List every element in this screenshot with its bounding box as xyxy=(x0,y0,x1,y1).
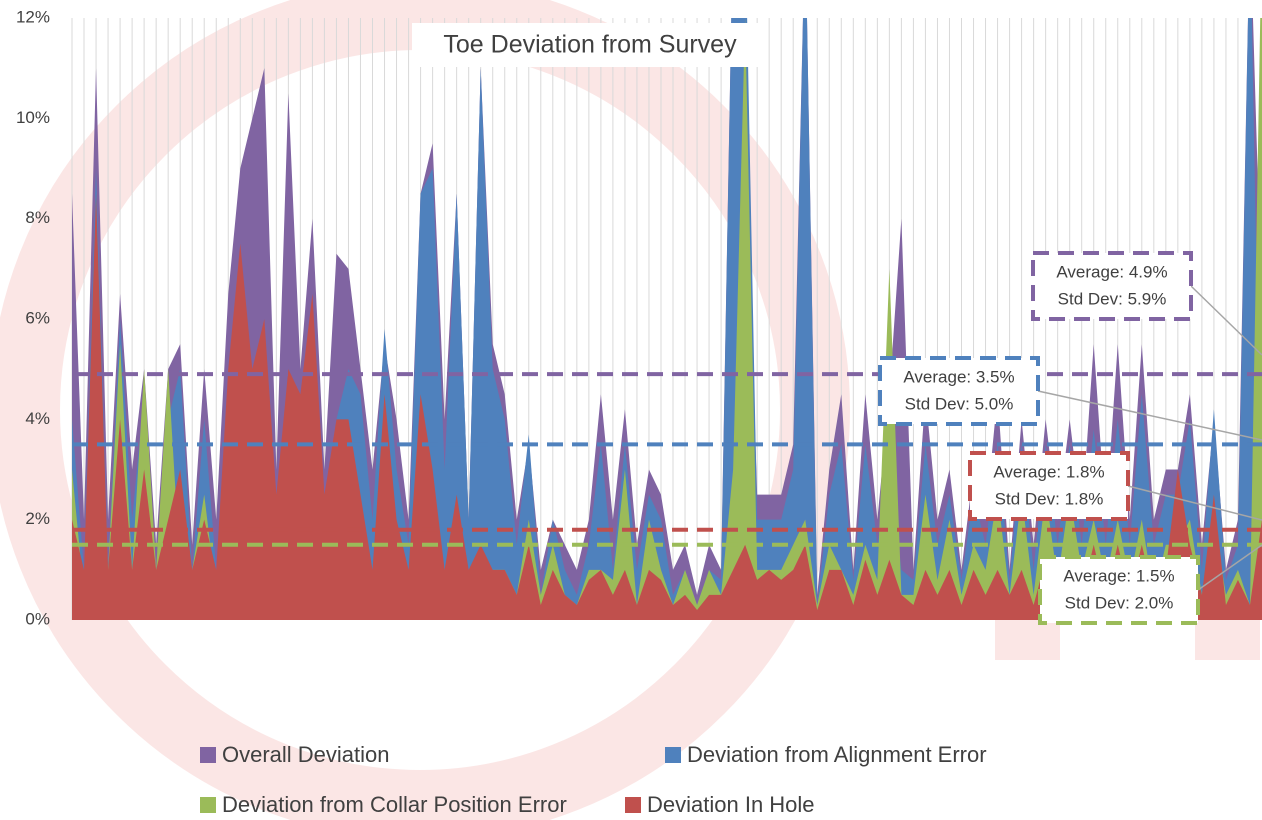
annotation-box xyxy=(1031,251,1193,321)
legend-swatch xyxy=(665,747,681,763)
y-tick-label: 6% xyxy=(25,308,50,327)
annotation-text: Std Dev: 5.9% xyxy=(1058,289,1167,308)
annotation-box xyxy=(1038,555,1200,625)
y-tick-label: 2% xyxy=(25,509,50,528)
y-tick-label: 4% xyxy=(25,409,50,428)
annotation-text: Std Dev: 2.0% xyxy=(1065,593,1174,612)
annotations: Average: 4.9% Std Dev: 5.9% Average: 3.5% S… xyxy=(878,251,1262,625)
leader-line xyxy=(1190,285,1262,356)
legend: Overall Deviation Deviation from Alignmen… xyxy=(200,742,987,817)
y-tick-label: 8% xyxy=(25,208,50,227)
annotation-text: Average: 4.9% xyxy=(1056,262,1167,281)
annotation-box xyxy=(878,356,1040,426)
y-tick-label: 10% xyxy=(16,108,50,127)
leader-line xyxy=(1197,544,1262,591)
legend-label: Deviation from Collar Position Error xyxy=(222,792,567,817)
legend-label: Deviation from Alignment Error xyxy=(687,742,987,767)
legend-swatch xyxy=(200,747,216,763)
legend-swatch xyxy=(200,797,216,813)
chart-title: Toe Deviation from Survey xyxy=(443,31,737,59)
annotation-text: Std Dev: 5.0% xyxy=(905,394,1014,413)
annotation-text: Std Dev: 1.8% xyxy=(995,489,1104,508)
legend-swatch xyxy=(625,797,641,813)
annotation-text: Average: 1.5% xyxy=(1063,566,1174,585)
annotation-text: Average: 1.8% xyxy=(993,462,1104,481)
y-tick-label: 0% xyxy=(25,609,50,628)
annotation-box xyxy=(968,451,1130,521)
leader-line xyxy=(1037,390,1262,441)
legend-label: Overall Deviation xyxy=(222,742,390,767)
legend-label: Deviation In Hole xyxy=(647,792,815,817)
y-tick-label: 12% xyxy=(16,7,50,26)
title-box xyxy=(412,23,768,67)
annotation-text: Average: 3.5% xyxy=(903,367,1014,386)
y-axis: 0% 2% 4% 6% 8% 10% 12% xyxy=(16,7,50,628)
leader-line xyxy=(1127,485,1262,521)
area xyxy=(72,18,1262,620)
